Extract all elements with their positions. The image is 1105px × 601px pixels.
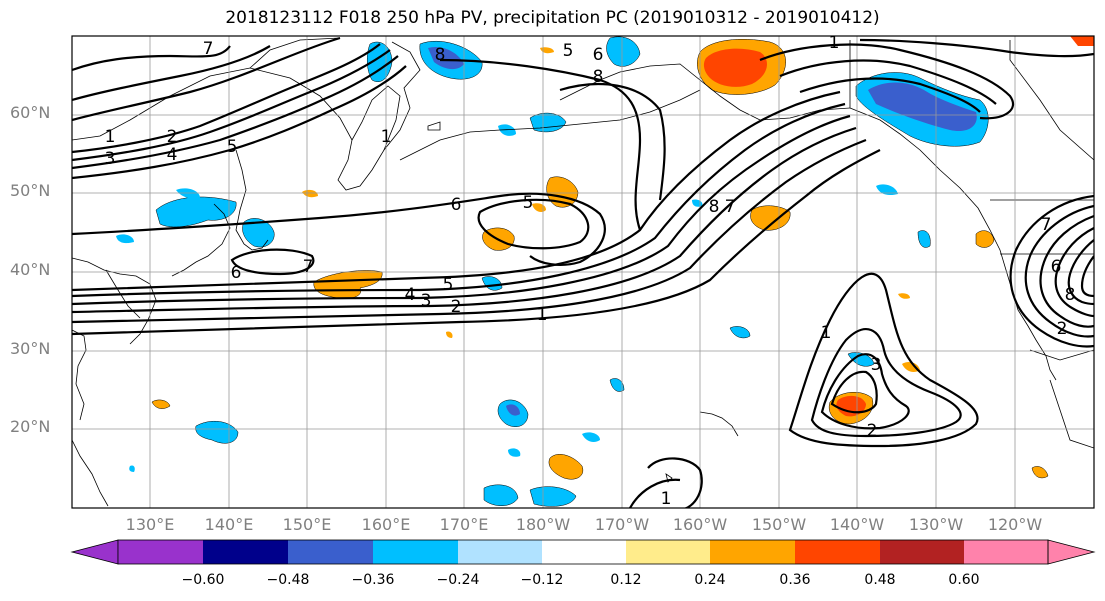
colorbar-bin xyxy=(626,540,710,564)
colorbar-extend-low xyxy=(70,539,119,565)
contour-labels: 1 2 3 4 5 7 1 8 5 6 8 6 5 6 7 5 4 3 2 1 … xyxy=(105,33,1076,509)
colorbar-tick-label: −0.60 xyxy=(181,572,225,588)
contour-label: 5 xyxy=(227,137,238,157)
contour-label: 7 xyxy=(1041,215,1052,235)
lat-label: 30°N xyxy=(10,339,51,358)
colorbar-bin xyxy=(458,540,542,564)
colorbar-bin xyxy=(203,540,288,564)
colorbar-tick-label: 0.48 xyxy=(864,572,896,588)
colorbar-tick-label: −0.36 xyxy=(351,572,395,588)
colorbar-bin xyxy=(373,540,458,564)
colorbar-bin xyxy=(288,540,373,564)
contour-label: 1 xyxy=(105,127,116,147)
contour-label: 2 xyxy=(451,297,462,317)
lon-label: 150°E xyxy=(282,515,332,534)
colorbar-bin xyxy=(964,540,1048,564)
precip-shading xyxy=(116,36,1094,507)
contour-label: 8 xyxy=(1065,285,1076,305)
colorbar-tick-label: −0.12 xyxy=(520,572,564,588)
contour-label: 6 xyxy=(451,195,462,215)
contour-label: 5 xyxy=(523,193,534,213)
lon-label: 160°W xyxy=(672,515,728,534)
colorbar-bin xyxy=(118,540,203,564)
gridlines xyxy=(72,36,1094,508)
contour-label: 8 xyxy=(709,197,720,217)
contour-label: 1 xyxy=(661,489,672,509)
contour-label: 6 xyxy=(231,263,242,283)
pv-contours xyxy=(72,36,1094,508)
lat-label: 60°N xyxy=(10,103,51,122)
colorbar-tick-label: 0.36 xyxy=(779,572,811,588)
contour-label: 6 xyxy=(593,45,604,65)
contour-label: 2 xyxy=(1057,319,1068,339)
colorbar-tick-label: 0.12 xyxy=(610,572,642,588)
lon-label: 160°E xyxy=(361,515,411,534)
contour-label: 3 xyxy=(421,291,432,311)
contour-label: 6 xyxy=(1051,257,1062,277)
colorbar-tick-label: 0.24 xyxy=(694,572,726,588)
lon-label: 180°W xyxy=(515,515,571,534)
lon-label: 130°E xyxy=(125,515,175,534)
colorbar-bin xyxy=(542,540,626,564)
colorbar-bin xyxy=(795,540,880,564)
contour-label: 8 xyxy=(593,67,604,87)
lon-label: 130°W xyxy=(908,515,964,534)
contour-label: 1 xyxy=(381,127,392,147)
contour-label: 3 xyxy=(105,149,116,169)
contour-label: 5 xyxy=(563,41,574,61)
colorbar-tick-label: 0.60 xyxy=(948,572,980,588)
contour-label: 4 xyxy=(405,285,416,305)
contour-label: 8 xyxy=(435,45,446,65)
colorbar xyxy=(70,539,1096,565)
lon-label: 120°W xyxy=(987,515,1043,534)
contour-label: 5 xyxy=(443,275,454,295)
lon-label: 140°W xyxy=(829,515,885,534)
map-title: 2018123112 F018 250 hPa PV, precipitatio… xyxy=(225,8,880,28)
colorbar-tick-label: −0.48 xyxy=(266,572,310,588)
contour-label: 2 xyxy=(167,127,178,147)
lon-label: 150°W xyxy=(751,515,807,534)
colorbar-bin xyxy=(710,540,795,564)
contour-label: 1 xyxy=(829,33,840,53)
colorbar-bin xyxy=(880,540,964,564)
contour-label: 2 xyxy=(867,421,878,441)
lat-label: 40°N xyxy=(10,260,51,279)
colorbar-extend-high xyxy=(1047,539,1096,565)
lat-label: 50°N xyxy=(10,181,51,200)
contour-label: 7 xyxy=(203,39,214,59)
contour-label: 3 xyxy=(871,355,882,375)
contour-label: 4 xyxy=(167,145,178,165)
contour-label: 7 xyxy=(725,197,736,217)
map-frame xyxy=(71,35,1095,509)
lat-label: 20°N xyxy=(10,417,51,436)
colorbar-tick-label: −0.24 xyxy=(436,572,480,588)
contour-label: 1 xyxy=(537,305,548,325)
lon-label: 140°E xyxy=(204,515,254,534)
lon-label: 170°W xyxy=(594,515,650,534)
contour-label: 1 xyxy=(821,323,832,343)
lon-label: 170°E xyxy=(439,515,489,534)
colorbar-outline xyxy=(117,539,1049,565)
contour-label: 7 xyxy=(303,257,314,277)
